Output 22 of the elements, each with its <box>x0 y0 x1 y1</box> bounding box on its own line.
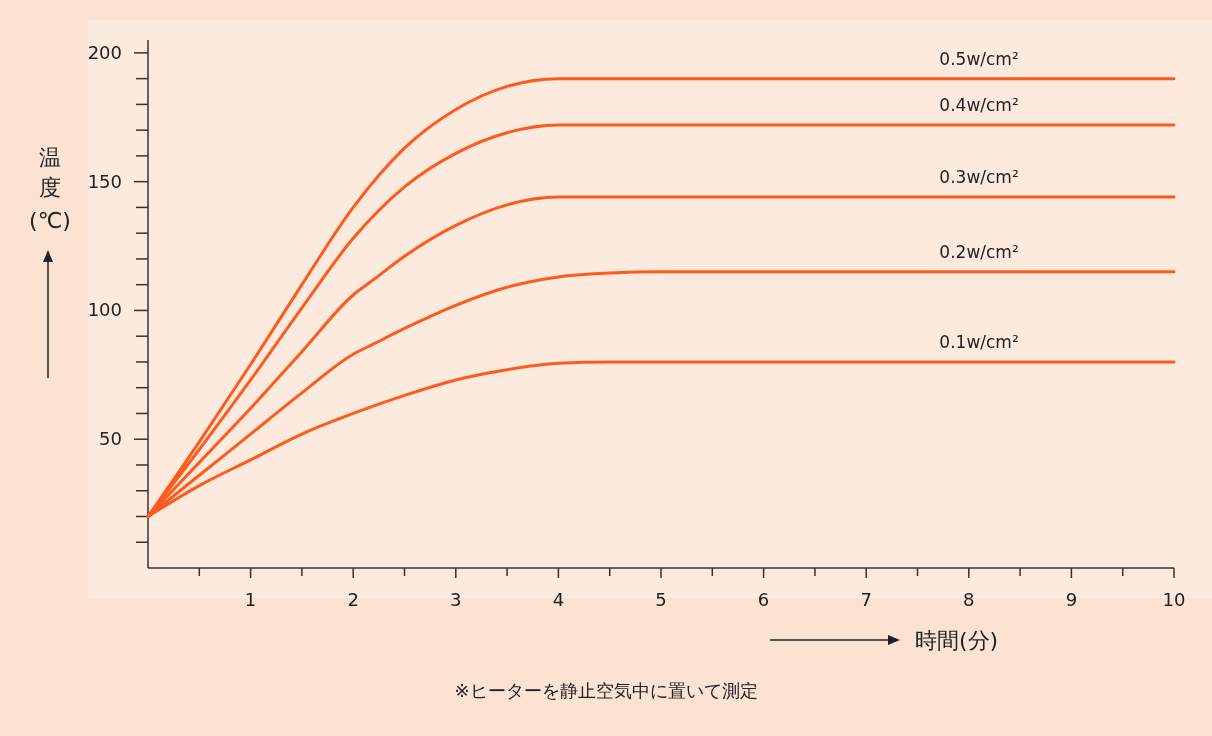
x-tick-label: 1 <box>244 589 257 610</box>
x-tick-label: 8 <box>963 589 975 610</box>
x-tick-label: 5 <box>655 589 667 610</box>
series-label: 0.5w/cm² <box>939 48 1019 69</box>
x-tick-label: 2 <box>347 589 359 610</box>
x-tick-label: 10 <box>1162 589 1186 610</box>
series-label: 0.3w/cm² <box>939 167 1019 188</box>
x-tick-label: 6 <box>757 589 770 610</box>
series-label: 0.1w/cm² <box>939 331 1019 352</box>
series-label: 0.2w/cm² <box>939 241 1019 262</box>
y-tick-label: 200 <box>87 41 122 63</box>
x-axis-title: 時間(分) <box>915 628 999 653</box>
x-tick-label: 9 <box>1065 589 1078 610</box>
y-tick-label: 100 <box>87 299 122 321</box>
x-tick-label: 4 <box>552 589 565 610</box>
series-label: 0.4w/cm² <box>939 95 1019 115</box>
x-tick-label: 3 <box>450 589 462 610</box>
text: ※ヒーターを静止空気中に置いて測定 <box>454 680 758 701</box>
x-tick-label: 7 <box>860 589 872 610</box>
y-tick-label: 50 <box>99 428 122 450</box>
y-axis-title: 温度(℃) <box>29 145 71 233</box>
y-tick-label: 150 <box>87 170 122 192</box>
